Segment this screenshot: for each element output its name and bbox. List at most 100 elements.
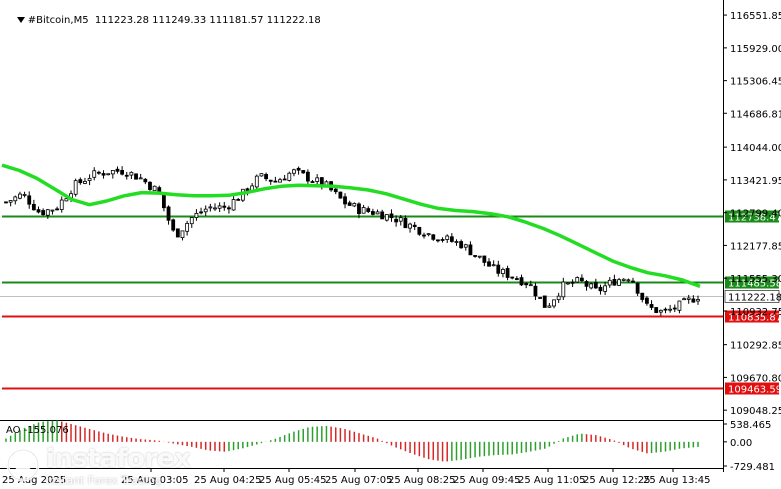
candle: [222, 201, 227, 211]
candle: [370, 208, 375, 216]
bull-candle-body: [361, 207, 366, 214]
candle: [668, 304, 673, 313]
candle: [50, 209, 55, 215]
candle: [296, 166, 301, 175]
bull-candle-body: [682, 298, 686, 301]
candle: [654, 307, 659, 314]
bull-candle-body: [292, 169, 296, 174]
candle: [87, 174, 92, 186]
candle: [463, 243, 468, 251]
candle: [129, 171, 134, 180]
candle: [36, 206, 41, 214]
time-tick-label: 25 Aug 05:45: [259, 475, 326, 486]
bear-candle-body: [162, 193, 166, 209]
bear-candle-body: [166, 206, 171, 221]
candle: [384, 214, 389, 222]
bear-candle-body: [115, 168, 120, 172]
price-tick-label: 114044.00: [730, 143, 781, 154]
bull-candle-body: [658, 309, 663, 313]
candle: [375, 209, 380, 215]
candle: [566, 282, 570, 286]
bull-candle-body: [626, 279, 631, 282]
price-tick-label: 112799.40: [730, 209, 781, 220]
dropdown-triangle-icon[interactable]: [16, 17, 25, 23]
bear-candle-body: [482, 255, 487, 263]
bear-candle-body: [120, 170, 125, 175]
bull-candle-body: [556, 295, 561, 301]
bull-candle-body: [217, 205, 222, 209]
bear-candle-body: [663, 308, 668, 311]
bear-candle-body: [175, 228, 180, 238]
bull-candle-body: [501, 269, 505, 274]
candle: [579, 274, 584, 283]
bull-candle-body: [617, 279, 621, 286]
candle: [417, 226, 422, 236]
level-price-tag: [725, 382, 779, 395]
candle: [524, 282, 529, 289]
candle: [166, 205, 171, 225]
candle: [677, 300, 682, 314]
bull-candle-body: [566, 282, 570, 285]
bull-candle-body: [83, 181, 87, 184]
candle: [268, 179, 273, 185]
bear-candle-body: [273, 180, 278, 183]
bear-candle-body: [579, 277, 584, 282]
candle: [41, 208, 46, 216]
candle: [199, 207, 203, 215]
bull-candle-body: [398, 217, 403, 222]
candle: [440, 237, 445, 243]
candle: [134, 173, 138, 180]
bull-candle-body: [194, 212, 199, 218]
candle: [617, 277, 621, 287]
candle: [473, 255, 477, 258]
bear-candle-body: [366, 208, 371, 212]
candle: [45, 208, 50, 219]
candle: [505, 265, 510, 281]
candle: [8, 200, 13, 207]
price-tick-label: 110932.75: [730, 307, 781, 318]
candle: [380, 209, 385, 220]
bull-candle-body: [575, 277, 580, 283]
bear-candle-body: [222, 205, 227, 208]
bull-candle-body: [668, 308, 673, 311]
candle: [315, 174, 320, 185]
bull-candle-body: [603, 285, 608, 292]
candle: [672, 304, 677, 313]
bear-candle-body: [301, 170, 306, 174]
bear-candle-body: [343, 196, 347, 205]
bull-candle-body: [621, 278, 626, 281]
bear-candle-body: [593, 281, 598, 289]
candle: [538, 297, 542, 299]
bear-candle-body: [431, 234, 436, 240]
bear-candle-body: [422, 234, 426, 237]
candle: [55, 206, 59, 211]
bear-candle-body: [533, 285, 538, 297]
candle: [171, 218, 176, 232]
time-tick-label: 25 Aug 11:05: [518, 475, 585, 486]
candle: [92, 167, 97, 181]
candle: [640, 292, 645, 303]
candle: [645, 296, 649, 306]
candle: [403, 215, 408, 229]
candle: [305, 169, 310, 186]
candle: [264, 172, 268, 182]
bull-candle-body: [22, 194, 27, 196]
bear-candle-body: [124, 174, 129, 177]
candle: [459, 239, 464, 249]
ao-indicator-label: AO -155.076: [6, 425, 69, 436]
bull-candle-body: [106, 173, 111, 176]
bear-candle-body: [505, 268, 510, 278]
candle: [361, 204, 366, 214]
candle: [148, 181, 152, 191]
instaforex-watermark: instaforex Instant Forex Trading: [6, 444, 191, 488]
candle: [203, 205, 208, 217]
bear-candle-body: [96, 171, 101, 174]
candle: [528, 280, 533, 287]
candle: [27, 191, 32, 209]
bull-candle-body: [384, 214, 389, 221]
candle: [621, 278, 626, 282]
candle: [658, 309, 663, 316]
bull-candle-body: [203, 208, 208, 213]
